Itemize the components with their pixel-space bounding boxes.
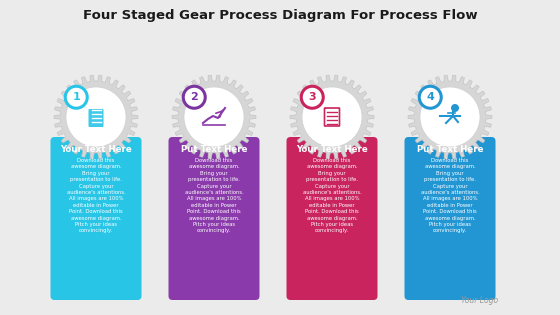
Circle shape <box>301 86 323 108</box>
FancyBboxPatch shape <box>88 109 104 127</box>
Circle shape <box>420 87 480 147</box>
Circle shape <box>65 86 87 108</box>
Circle shape <box>300 85 324 109</box>
FancyBboxPatch shape <box>50 137 142 300</box>
Text: Download this
awesome diagram.
Bring your
presentation to life.
Capture your
aud: Download this awesome diagram. Bring you… <box>67 158 125 233</box>
FancyBboxPatch shape <box>287 137 377 300</box>
Text: Put Text Here: Put Text Here <box>417 145 483 154</box>
Text: Your Logo: Your Logo <box>461 296 498 305</box>
Text: Your Text Here: Your Text Here <box>60 145 132 154</box>
Circle shape <box>183 86 205 108</box>
Text: 3: 3 <box>309 92 316 102</box>
Circle shape <box>418 85 442 109</box>
Polygon shape <box>408 75 492 159</box>
Text: 1: 1 <box>72 92 80 102</box>
Text: Download this
awesome diagram.
Bring your
presentation to life.
Capture your
aud: Download this awesome diagram. Bring you… <box>421 158 479 233</box>
Text: Your Text Here: Your Text Here <box>296 145 368 154</box>
Circle shape <box>451 104 459 112</box>
Polygon shape <box>172 75 256 159</box>
Circle shape <box>182 85 206 109</box>
Text: Download this
awesome diagram.
Bring your
presentation to life.
Capture your
aud: Download this awesome diagram. Bring you… <box>302 158 361 233</box>
FancyBboxPatch shape <box>404 137 496 300</box>
Polygon shape <box>54 75 138 159</box>
Text: Download this
awesome diagram.
Bring your
presentation to life.
Capture your
aud: Download this awesome diagram. Bring you… <box>185 158 244 233</box>
FancyBboxPatch shape <box>169 137 259 300</box>
Circle shape <box>302 87 362 147</box>
Text: Put Text Here: Put Text Here <box>181 145 248 154</box>
Polygon shape <box>290 75 374 159</box>
Circle shape <box>184 87 244 147</box>
Circle shape <box>419 86 441 108</box>
Text: 4: 4 <box>426 92 434 102</box>
Circle shape <box>66 87 126 147</box>
Text: Four Staged Gear Process Diagram For Process Flow: Four Staged Gear Process Diagram For Pro… <box>83 9 477 22</box>
Text: 2: 2 <box>190 92 198 102</box>
Circle shape <box>64 85 88 109</box>
